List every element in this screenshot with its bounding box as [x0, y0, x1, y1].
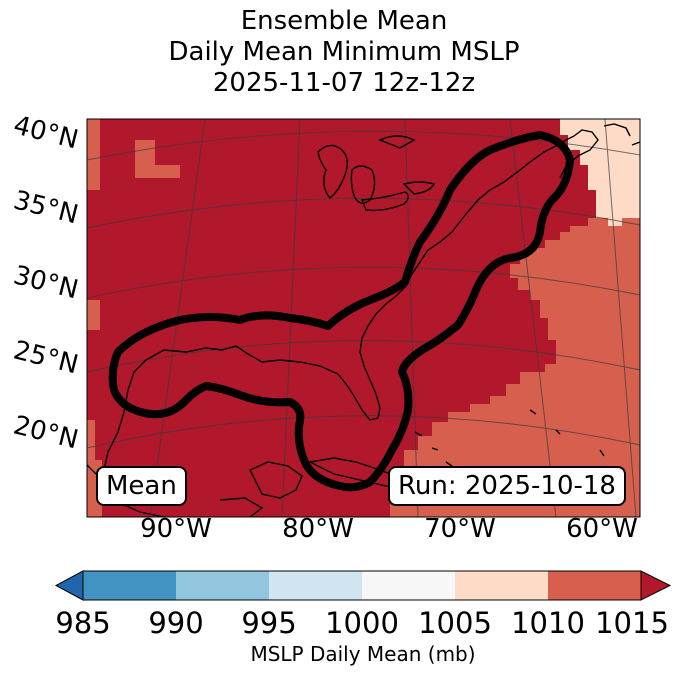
- colorbar-tick-990: 990: [148, 606, 204, 640]
- colorbar-tick-1005: 1005: [418, 606, 492, 640]
- lon-label-60w: 60°W: [566, 514, 638, 544]
- colorbar-label: MSLP Daily Mean (mb): [250, 642, 476, 666]
- colorbar-tick-1000: 1000: [325, 606, 399, 640]
- map-frame: [86, 118, 641, 518]
- colorbar-segment: [548, 571, 641, 600]
- colorbar-segment: [176, 571, 269, 600]
- mean-label-box: Mean: [96, 466, 187, 506]
- title-line-2: Daily Mean Minimum MSLP: [168, 37, 520, 67]
- mslp-mean-contour: [108, 131, 574, 492]
- colorbar-segment: [83, 571, 176, 600]
- colorbar-segment: [455, 571, 548, 600]
- colorbar-extend-low: [54, 570, 84, 601]
- chart-title: Ensemble Mean Daily Mean Minimum MSLP 20…: [0, 6, 688, 99]
- colorbar-segment: [362, 571, 455, 600]
- colorbar-tick-1015: 1015: [595, 606, 669, 640]
- pressure-band-west-strip: [87, 119, 100, 330]
- lon-label-80w: 80°W: [282, 514, 354, 544]
- colorbar-tick-1010: 1010: [511, 606, 585, 640]
- title-line-1: Ensemble Mean: [240, 6, 448, 36]
- colorbar-extend-high: [640, 570, 672, 601]
- lon-label-70w: 70°W: [424, 514, 496, 544]
- colorbar-frame: [82, 570, 642, 601]
- colorbar-segment: [269, 571, 362, 600]
- lon-label-90w: 90°W: [140, 514, 212, 544]
- title-line-3: 2025-11-07 12z-12z: [212, 68, 476, 98]
- run-date-label-box: Run: 2025-10-18: [388, 466, 626, 506]
- colorbar-tick-985: 985: [55, 606, 111, 640]
- colorbar-tick-995: 995: [241, 606, 297, 640]
